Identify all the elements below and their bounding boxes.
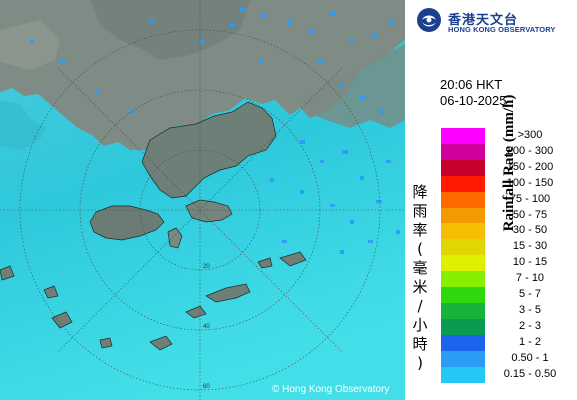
legend-title-cn-char: 米 bbox=[412, 278, 428, 296]
legend-row: 5 - 7 bbox=[441, 287, 571, 303]
date-text: 06-10-2025 bbox=[440, 93, 507, 108]
ring-label-40: 40 bbox=[203, 324, 210, 330]
legend-row: 7 - 10 bbox=[441, 271, 571, 288]
legend-row: 1 - 2 bbox=[441, 334, 571, 351]
rain-echoes bbox=[30, 8, 400, 254]
legend-title-cn: 降雨率(毫米 / 小時) bbox=[407, 183, 433, 372]
mainland-west bbox=[0, 20, 60, 70]
time-text: 20:06 HKT bbox=[440, 77, 503, 92]
lamma-island bbox=[167, 227, 183, 249]
legend-row: >300 bbox=[441, 128, 571, 144]
ring-label-20: 20 bbox=[203, 264, 210, 270]
east-land bbox=[300, 44, 405, 128]
legend-label: 0.50 - 1 bbox=[511, 351, 549, 364]
range-rings bbox=[0, 0, 405, 400]
legend-row: 75 - 100 bbox=[441, 191, 571, 208]
legend-label: 30 - 50 bbox=[512, 224, 548, 237]
legend-swatch bbox=[441, 239, 485, 256]
radar-map[interactable]: 20 40 60 © Hong Kong Observatory bbox=[0, 0, 405, 400]
legend-row: 150 - 200 bbox=[441, 159, 571, 176]
hko-logo-icon bbox=[417, 8, 441, 32]
hk-island bbox=[185, 199, 233, 223]
legend-title-cn-char: 率 bbox=[412, 221, 428, 239]
org-name-en: HONG KONG OBSERVATORY bbox=[448, 25, 556, 34]
legend-label: 200 - 300 bbox=[506, 144, 554, 157]
copyright-text: © Hong Kong Observatory bbox=[272, 384, 390, 395]
legend-row: 3 - 5 bbox=[441, 302, 571, 319]
timestamp: 20:06 HKT 06-10-2025 bbox=[440, 77, 507, 109]
legend-label: 2 - 3 bbox=[518, 319, 541, 332]
legend-title-cn-char: ( bbox=[417, 240, 423, 258]
legend-swatch bbox=[441, 334, 485, 351]
legend-label: 100 - 150 bbox=[506, 176, 554, 189]
legend-title-cn-char: 雨 bbox=[412, 202, 428, 220]
legend-row: 15 - 30 bbox=[441, 239, 571, 256]
legend-label: 75 - 100 bbox=[509, 192, 551, 205]
legend-label: 150 - 200 bbox=[506, 160, 554, 173]
legend-label: 10 - 15 bbox=[512, 256, 548, 269]
legend-swatch bbox=[441, 191, 485, 208]
legend-row: 200 - 300 bbox=[441, 143, 571, 160]
legend-swatch bbox=[441, 128, 485, 144]
legend-swatch bbox=[441, 223, 485, 240]
legend-row: 30 - 50 bbox=[441, 223, 571, 240]
legend-title-cn-char: 時 bbox=[412, 335, 428, 353]
legend-label: 1 - 2 bbox=[518, 335, 541, 348]
radar-image: 20 40 60 bbox=[0, 0, 405, 400]
legend-row: 0.50 - 1 bbox=[441, 350, 571, 367]
legend-label: 7 - 10 bbox=[515, 272, 545, 285]
ring-label-60: 60 bbox=[203, 384, 210, 390]
lantau-island bbox=[89, 205, 165, 241]
legend-label: 15 - 30 bbox=[512, 240, 548, 253]
mainland-highland bbox=[90, 0, 250, 60]
legend-row: 10 - 15 bbox=[441, 255, 571, 272]
legend-label: 3 - 5 bbox=[518, 303, 541, 316]
legend-title-cn-char: / bbox=[417, 297, 423, 315]
new-territories bbox=[141, 101, 277, 199]
mainland bbox=[0, 0, 405, 150]
legend-swatch bbox=[441, 287, 485, 303]
legend-title-cn-char: 降 bbox=[412, 183, 428, 201]
legend-swatch bbox=[441, 175, 485, 192]
legend-swatch bbox=[441, 207, 485, 224]
legend-title-cn-char: ) bbox=[417, 354, 423, 372]
legend-title-cn-char: 毫 bbox=[412, 259, 428, 277]
legend-swatch bbox=[441, 143, 485, 160]
legend-swatch bbox=[441, 159, 485, 176]
legend-panel: 香港天文台 HONG KONG OBSERVATORY 20:06 HKT 06… bbox=[405, 0, 577, 400]
legend-row: 2 - 3 bbox=[441, 318, 571, 335]
legend-title-cn-char: 小 bbox=[412, 316, 428, 334]
legend-swatch bbox=[441, 255, 485, 272]
legend-swatch bbox=[441, 350, 485, 367]
legend-swatch bbox=[441, 271, 485, 288]
legend-swatch bbox=[441, 318, 485, 335]
hko-logo[interactable]: 香港天文台 HONG KONG OBSERVATORY bbox=[413, 4, 573, 40]
org-name-cn: 香港天文台 bbox=[448, 13, 519, 28]
legend-row: 100 - 150 bbox=[441, 175, 571, 192]
legend-row: 0.15 - 0.50 bbox=[441, 366, 571, 383]
legend-label: 0.15 - 0.50 bbox=[503, 367, 557, 380]
legend-label: 50 - 75 bbox=[512, 208, 548, 221]
legend-swatch bbox=[441, 302, 485, 319]
legend-row: 50 - 75 bbox=[441, 207, 571, 224]
legend-label: >300 bbox=[517, 129, 543, 141]
legend-label: 5 - 7 bbox=[518, 288, 541, 300]
legend-swatch bbox=[441, 366, 485, 383]
